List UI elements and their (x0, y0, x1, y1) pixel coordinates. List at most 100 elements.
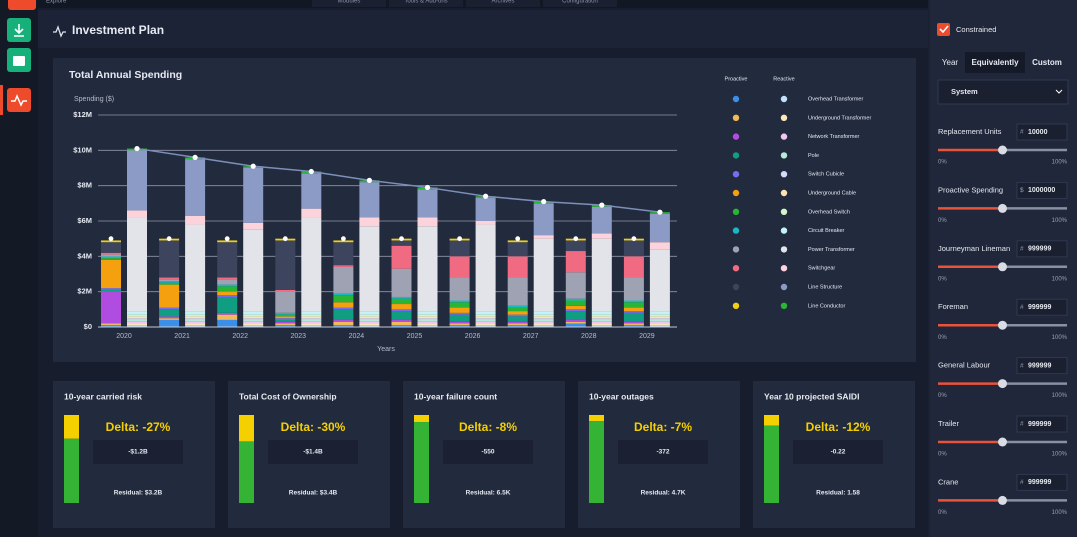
slider-prefix: # (1020, 479, 1024, 486)
slider-value: 999999 (1028, 479, 1051, 486)
slider-input[interactable] (1016, 357, 1068, 375)
legend-swatch[interactable] (780, 152, 788, 159)
slider-input[interactable] (1016, 415, 1068, 433)
reactive-bar-segment (649, 316, 670, 319)
legend-swatch[interactable] (732, 265, 740, 272)
kpi-residual-bar (589, 421, 604, 503)
legend-swatch[interactable] (732, 302, 740, 309)
slider-knob[interactable] (998, 379, 1007, 389)
kpi-residual: Residual: 6.5K (466, 490, 511, 497)
legend-swatch[interactable] (732, 283, 740, 291)
slider-knob[interactable] (998, 203, 1007, 213)
x-axis-label: Years (377, 346, 395, 353)
legend-swatch[interactable] (732, 152, 740, 159)
nav-left[interactable]: Explore (46, 0, 67, 5)
logo[interactable] (8, 0, 36, 10)
legend-label: Line Structure (808, 284, 842, 290)
kpi-delta: Delta: -30% (281, 420, 346, 434)
legend-swatch[interactable] (780, 283, 788, 291)
legend-swatch[interactable] (780, 189, 788, 197)
kpi-delta-bar (64, 415, 79, 439)
proactive-bar-segment (275, 314, 296, 317)
legend-swatch[interactable] (780, 133, 788, 140)
slider-input[interactable] (1016, 240, 1068, 258)
reactive-bar-segment (417, 319, 438, 322)
reactive-bar-segment (591, 314, 612, 317)
mode-tab-label: Equivalently (971, 58, 1019, 67)
legend-swatch[interactable] (780, 171, 788, 178)
reactive-bar-segment (301, 173, 322, 209)
legend-swatch[interactable] (732, 246, 740, 253)
legend-swatch[interactable] (780, 95, 788, 103)
proactive-bar-segment (391, 298, 412, 305)
reactive-bar-segment (591, 323, 612, 326)
legend-swatch[interactable] (732, 208, 740, 215)
proactive-bar-segment (159, 240, 180, 278)
reactive-bar-segment (533, 311, 554, 315)
reactive-bar-segment (359, 217, 380, 227)
mode-tab[interactable] (965, 52, 1025, 73)
slider-label: Crane (938, 477, 958, 486)
slider-value: 999999 (1028, 362, 1051, 369)
nav-tab[interactable] (466, 0, 540, 7)
nav-tab[interactable] (543, 0, 617, 7)
mode-tab[interactable] (1027, 52, 1067, 73)
reactive-bar-segment (243, 321, 264, 324)
slider-knob[interactable] (998, 262, 1007, 272)
proactive-bar-segment (217, 277, 238, 280)
kpi-delta: Delta: -27% (106, 420, 171, 434)
legend-swatch[interactable] (780, 114, 788, 122)
legend-swatch[interactable] (780, 302, 788, 309)
constrained-checkbox[interactable] (937, 23, 950, 36)
legend-label: Network Transformer (808, 134, 860, 140)
legend-swatch[interactable] (732, 189, 740, 197)
proactive-bar-segment (217, 314, 238, 320)
x-tick-label: 2028 (581, 333, 597, 340)
slider-knob[interactable] (998, 495, 1007, 505)
proactive-bar-segment (217, 295, 238, 297)
slider-knob[interactable] (998, 145, 1007, 155)
slider-prefix: # (1020, 304, 1024, 311)
nav-tab-label: Configuration (562, 0, 598, 5)
legend-swatch[interactable] (780, 265, 788, 272)
slider-knob[interactable] (998, 437, 1007, 447)
legend-swatch[interactable] (732, 133, 740, 140)
reactive-bar-segment (475, 325, 496, 327)
proactive-bar-segment (449, 323, 470, 326)
mode-tab[interactable] (937, 52, 963, 73)
reactive-bar-segment (185, 325, 206, 327)
slider-prefix: $ (1020, 187, 1024, 194)
slider-input[interactable] (1016, 473, 1068, 491)
nav-tab[interactable] (389, 0, 463, 7)
legend-swatch[interactable] (732, 227, 740, 234)
slider-input[interactable] (1016, 298, 1068, 316)
total-point (483, 193, 489, 199)
proactive-bar-segment (275, 289, 296, 292)
constrained-label: Constrained (956, 25, 996, 34)
proactive-bar-segment (623, 312, 644, 322)
proactive-bar-segment (507, 321, 528, 324)
reactive-bar-segment (649, 325, 670, 327)
legend-swatch[interactable] (780, 208, 788, 215)
slider-input[interactable] (1016, 123, 1068, 141)
proactive-bar-segment (101, 258, 121, 260)
legend-swatch[interactable] (732, 95, 740, 103)
reactive-bar-segment (417, 323, 438, 326)
proactive-bar-segment (101, 289, 121, 292)
proactive-bar-segment (507, 256, 528, 278)
mode-tab-label: Custom (1032, 58, 1062, 67)
kpi-residual: Residual: 4.7K (641, 490, 686, 497)
total-point (657, 209, 663, 215)
slider-input[interactable] (1016, 181, 1068, 199)
x-tick-label: 2023 (291, 333, 307, 340)
legend-swatch[interactable] (732, 171, 740, 178)
proactive-bar-segment (391, 319, 412, 322)
legend-swatch[interactable] (780, 246, 788, 253)
proactive-bar-segment (159, 284, 180, 308)
legend-swatch[interactable] (732, 114, 740, 122)
legend-swatch[interactable] (780, 227, 788, 234)
slider-knob[interactable] (998, 320, 1007, 330)
proactive-bar-segment (623, 307, 644, 312)
system-select[interactable] (937, 79, 1069, 105)
nav-tab[interactable] (312, 0, 386, 7)
